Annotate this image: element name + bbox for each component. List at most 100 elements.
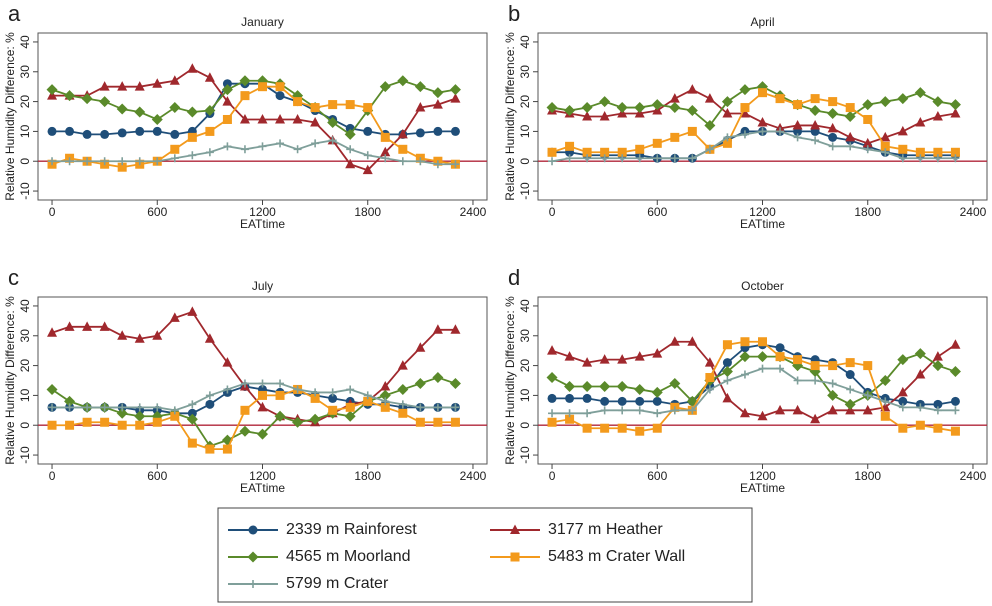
marker	[346, 385, 355, 394]
y-tick-label: 10	[18, 388, 32, 402]
marker	[99, 96, 111, 108]
marker	[344, 410, 356, 422]
marker	[433, 403, 442, 412]
marker	[46, 84, 58, 96]
marker	[205, 444, 215, 454]
y-tick-label: 20	[18, 359, 32, 373]
marker	[293, 145, 302, 154]
marker	[292, 113, 303, 124]
marker	[240, 405, 250, 415]
marker	[757, 116, 768, 127]
marker	[635, 154, 644, 163]
marker	[414, 81, 426, 93]
y-tick-label: 0	[18, 422, 32, 429]
marker	[204, 333, 215, 343]
x-tick-label: 1800	[854, 205, 881, 219]
marker	[740, 103, 750, 113]
legend-marker	[510, 524, 520, 534]
marker	[414, 377, 426, 389]
marker	[187, 408, 197, 418]
marker	[739, 108, 750, 118]
marker	[618, 154, 627, 163]
marker	[170, 129, 180, 139]
marker	[169, 75, 180, 85]
marker	[451, 160, 460, 169]
marker	[328, 393, 338, 403]
marker	[618, 406, 627, 415]
marker	[415, 342, 426, 352]
marker	[416, 157, 425, 166]
marker	[276, 139, 285, 148]
marker	[740, 370, 749, 379]
marker	[634, 351, 645, 361]
marker	[635, 144, 645, 154]
marker	[432, 324, 443, 334]
marker	[828, 97, 838, 107]
marker	[950, 396, 960, 406]
marker	[600, 147, 610, 157]
marker	[64, 90, 76, 102]
chart-title: July	[252, 279, 273, 293]
marker	[863, 361, 873, 371]
marker	[914, 348, 926, 360]
marker	[704, 357, 715, 367]
marker	[205, 126, 215, 136]
marker	[705, 373, 715, 383]
marker	[239, 75, 251, 87]
marker	[380, 402, 390, 412]
panel-label: b	[508, 1, 520, 26]
marker	[117, 420, 127, 430]
marker	[757, 410, 768, 421]
marker	[950, 147, 960, 157]
marker	[845, 131, 856, 142]
marker	[205, 148, 214, 157]
marker	[135, 403, 144, 412]
marker	[398, 157, 407, 166]
marker	[152, 78, 163, 88]
marker	[862, 404, 873, 415]
marker	[345, 158, 356, 169]
marker	[381, 154, 390, 163]
marker	[758, 337, 767, 347]
marker	[582, 423, 592, 433]
marker	[775, 404, 786, 415]
chart-title: April	[750, 15, 774, 29]
marker	[809, 105, 821, 117]
marker	[669, 377, 681, 389]
marker	[739, 84, 751, 96]
marker	[344, 128, 356, 140]
marker	[722, 340, 732, 350]
marker	[346, 145, 355, 154]
marker	[670, 406, 679, 415]
marker	[117, 330, 128, 340]
x-tick-label: 1200	[249, 469, 276, 483]
marker	[380, 146, 391, 157]
marker	[345, 402, 355, 412]
marker	[169, 312, 180, 322]
marker	[82, 321, 93, 331]
marker	[915, 116, 926, 127]
x-tick-label: 600	[647, 469, 667, 483]
marker	[99, 321, 110, 331]
x-tick-label: 2400	[960, 469, 987, 483]
marker	[83, 403, 92, 412]
marker	[433, 160, 442, 169]
series-line	[51, 310, 456, 424]
marker	[844, 398, 856, 410]
marker	[758, 364, 767, 373]
marker	[564, 380, 576, 392]
marker	[582, 147, 592, 157]
marker	[932, 111, 943, 121]
x-tick-label: 0	[49, 205, 56, 219]
marker	[617, 354, 628, 364]
marker	[449, 377, 461, 389]
marker	[582, 393, 592, 403]
marker	[670, 154, 679, 163]
marker	[651, 386, 663, 398]
marker	[739, 351, 751, 363]
marker	[581, 102, 593, 114]
marker	[810, 413, 821, 424]
marker	[363, 103, 373, 113]
marker	[897, 125, 908, 136]
marker	[328, 100, 338, 110]
